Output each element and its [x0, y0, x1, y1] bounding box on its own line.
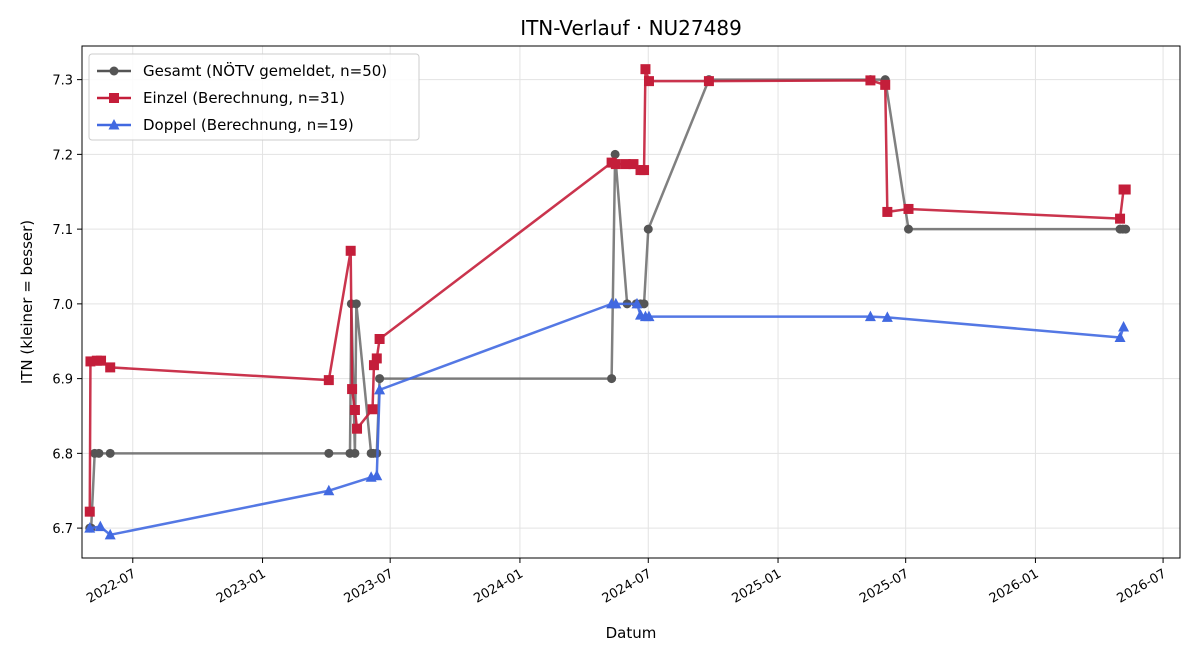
- data-point: [864, 310, 876, 322]
- legend-label: Doppel (Berechnung, n=19): [143, 116, 354, 134]
- data-point: [85, 356, 96, 367]
- y-axis-label: ITN (kleiner = besser): [18, 220, 36, 384]
- data-point: [367, 404, 378, 415]
- legend-marker: [108, 119, 120, 130]
- y-tick-label: 7.3: [52, 74, 73, 89]
- data-point: [374, 333, 385, 344]
- data-point: [882, 206, 893, 217]
- data-point: [368, 360, 379, 371]
- legend-box: [88, 53, 420, 141]
- data-point: [349, 405, 360, 416]
- data-point: [352, 423, 363, 434]
- data-point: [375, 374, 385, 384]
- x-tick-label: 2025-07: [857, 566, 912, 606]
- legend-label: Gesamt (NÖTV gemeldet, n=50): [143, 61, 387, 80]
- data-point: [880, 79, 891, 90]
- data-point: [643, 310, 655, 322]
- legend-marker: [109, 93, 119, 103]
- plot-frame: [81, 45, 1181, 559]
- data-point: [1115, 213, 1126, 224]
- x-tick-label: 2023-07: [342, 566, 397, 606]
- data-point: [94, 448, 104, 458]
- data-point: [371, 469, 383, 481]
- data-point: [607, 374, 617, 384]
- data-point: [350, 448, 360, 458]
- data-point: [374, 383, 386, 395]
- data-point: [643, 224, 653, 234]
- series-line-doppel: [89, 302, 1125, 537]
- series-line-gesamt: [89, 78, 1126, 530]
- data-point: [639, 165, 650, 176]
- y-tick-label: 6.8: [52, 447, 73, 462]
- data-point: [610, 159, 621, 170]
- series-doppel: [84, 297, 1130, 540]
- ticks: 2022-07 2023-01 2023-07 2024-01 2024-07 2025-…: [52, 74, 1169, 607]
- data-point: [345, 245, 356, 256]
- data-point: [865, 75, 876, 86]
- legend-item-einzel: Einzel (Berechnung, n=31): [97, 89, 345, 107]
- x-tick-label: 2026-07: [1115, 566, 1170, 606]
- data-point: [351, 299, 361, 309]
- legend-label: Einzel (Berechnung, n=31): [143, 89, 345, 107]
- data-point: [620, 159, 631, 170]
- data-point: [639, 299, 649, 309]
- data-point: [610, 149, 620, 159]
- data-point: [94, 520, 106, 532]
- data-point: [610, 297, 622, 309]
- data-point: [324, 448, 334, 458]
- data-point: [1120, 184, 1131, 195]
- x-tick-label: 2023-01: [214, 566, 269, 606]
- legend-item-gesamt: Gesamt (NÖTV gemeldet, n=50): [97, 61, 387, 80]
- data-point: [628, 159, 639, 170]
- data-point: [371, 353, 382, 364]
- y-tick-label: 7.0: [52, 298, 73, 313]
- x-tick-label: 2022-07: [84, 566, 139, 606]
- data-point: [323, 484, 335, 496]
- series-einzel: [84, 64, 1131, 517]
- data-point: [84, 506, 95, 517]
- x-axis-label: Datum: [606, 624, 657, 642]
- data-point: [1121, 224, 1131, 234]
- data-point: [105, 362, 116, 373]
- data-point: [643, 76, 654, 87]
- data-point: [631, 297, 643, 309]
- data-point: [903, 203, 914, 214]
- data-point: [323, 375, 334, 386]
- x-tick-label: 2026-01: [987, 566, 1042, 606]
- y-tick-label: 6.9: [52, 373, 73, 388]
- y-tick-label: 7.1: [52, 223, 73, 238]
- data-point: [881, 311, 893, 322]
- legend-marker: [109, 66, 119, 76]
- y-tick-label: 7.2: [52, 148, 73, 163]
- data-point: [104, 528, 116, 540]
- data-point: [640, 64, 651, 75]
- legend: Gesamt (NÖTV gemeldet, n=50) Einzel (Bere…: [88, 53, 420, 141]
- series-layer: [84, 64, 1131, 540]
- x-tick-label: 2024-07: [600, 566, 655, 606]
- data-point: [903, 224, 913, 234]
- data-point: [105, 448, 115, 458]
- y-tick-label: 6.7: [52, 522, 73, 537]
- data-point: [1118, 321, 1130, 332]
- chart-title: ITN-Verlauf · NU27489: [520, 16, 742, 40]
- data-point: [1114, 331, 1126, 343]
- data-point: [347, 384, 358, 395]
- data-point: [96, 355, 107, 366]
- data-point: [703, 76, 714, 87]
- legend-item-doppel: Doppel (Berechnung, n=19): [97, 116, 354, 134]
- x-tick-label: 2024-01: [471, 566, 526, 606]
- x-tick-label: 2025-01: [729, 566, 784, 606]
- data-point: [84, 522, 96, 533]
